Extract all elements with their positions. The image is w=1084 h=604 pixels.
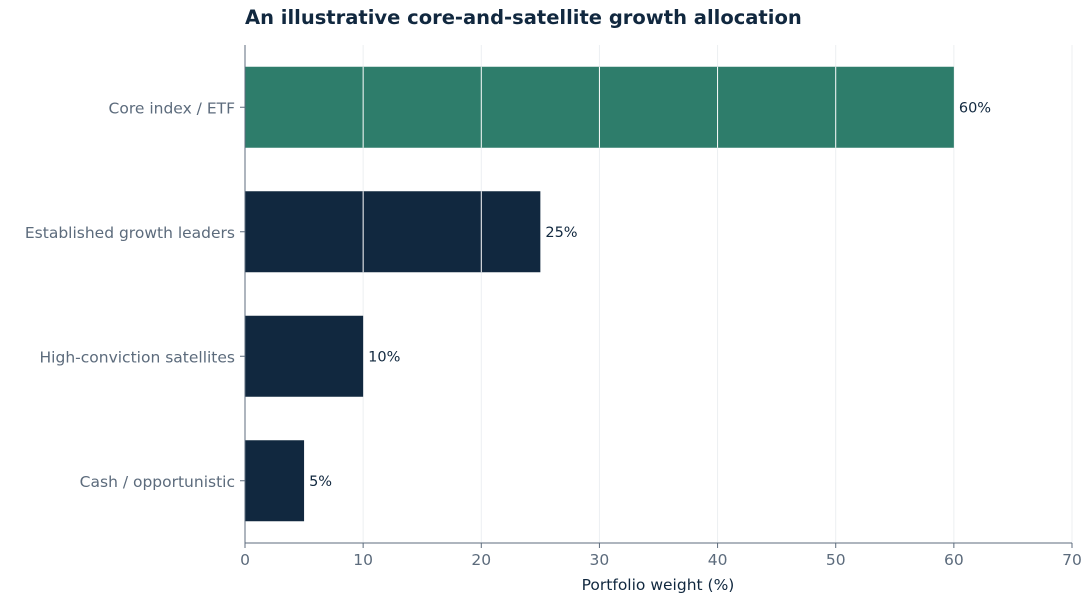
x-tick-label: 70: [1062, 551, 1082, 569]
labels: 60% Core index / ETF 25% Established growth…: [25, 99, 1082, 569]
bar-overlay-gridlines: [362, 66, 837, 273]
x-tick-label: 40: [708, 551, 728, 569]
x-tick-label: 20: [471, 551, 491, 569]
bar: [245, 315, 364, 397]
x-tick-label: 10: [353, 551, 373, 569]
data-label: 25%: [545, 225, 577, 241]
x-tick-label: 60: [944, 551, 964, 569]
x-axis-title: Portfolio weight (%): [582, 576, 735, 594]
data-label: 60%: [959, 100, 991, 116]
category-label: Cash / opportunistic: [80, 473, 235, 491]
gridlines: [362, 45, 1073, 543]
bar: [245, 440, 305, 522]
data-label: 5%: [309, 474, 332, 490]
x-tick-label: 50: [826, 551, 846, 569]
chart-title: An illustrative core-and-satellite growt…: [245, 6, 802, 29]
data-label: 10%: [368, 349, 400, 365]
x-tick-label: 30: [590, 551, 610, 569]
axes: [240, 45, 1073, 548]
x-tick-label: 0: [240, 551, 250, 569]
category-label: Core index / ETF: [109, 99, 236, 117]
category-label: Established growth leaders: [25, 224, 235, 242]
bar: [245, 191, 541, 273]
category-label: High-conviction satellites: [40, 348, 235, 366]
